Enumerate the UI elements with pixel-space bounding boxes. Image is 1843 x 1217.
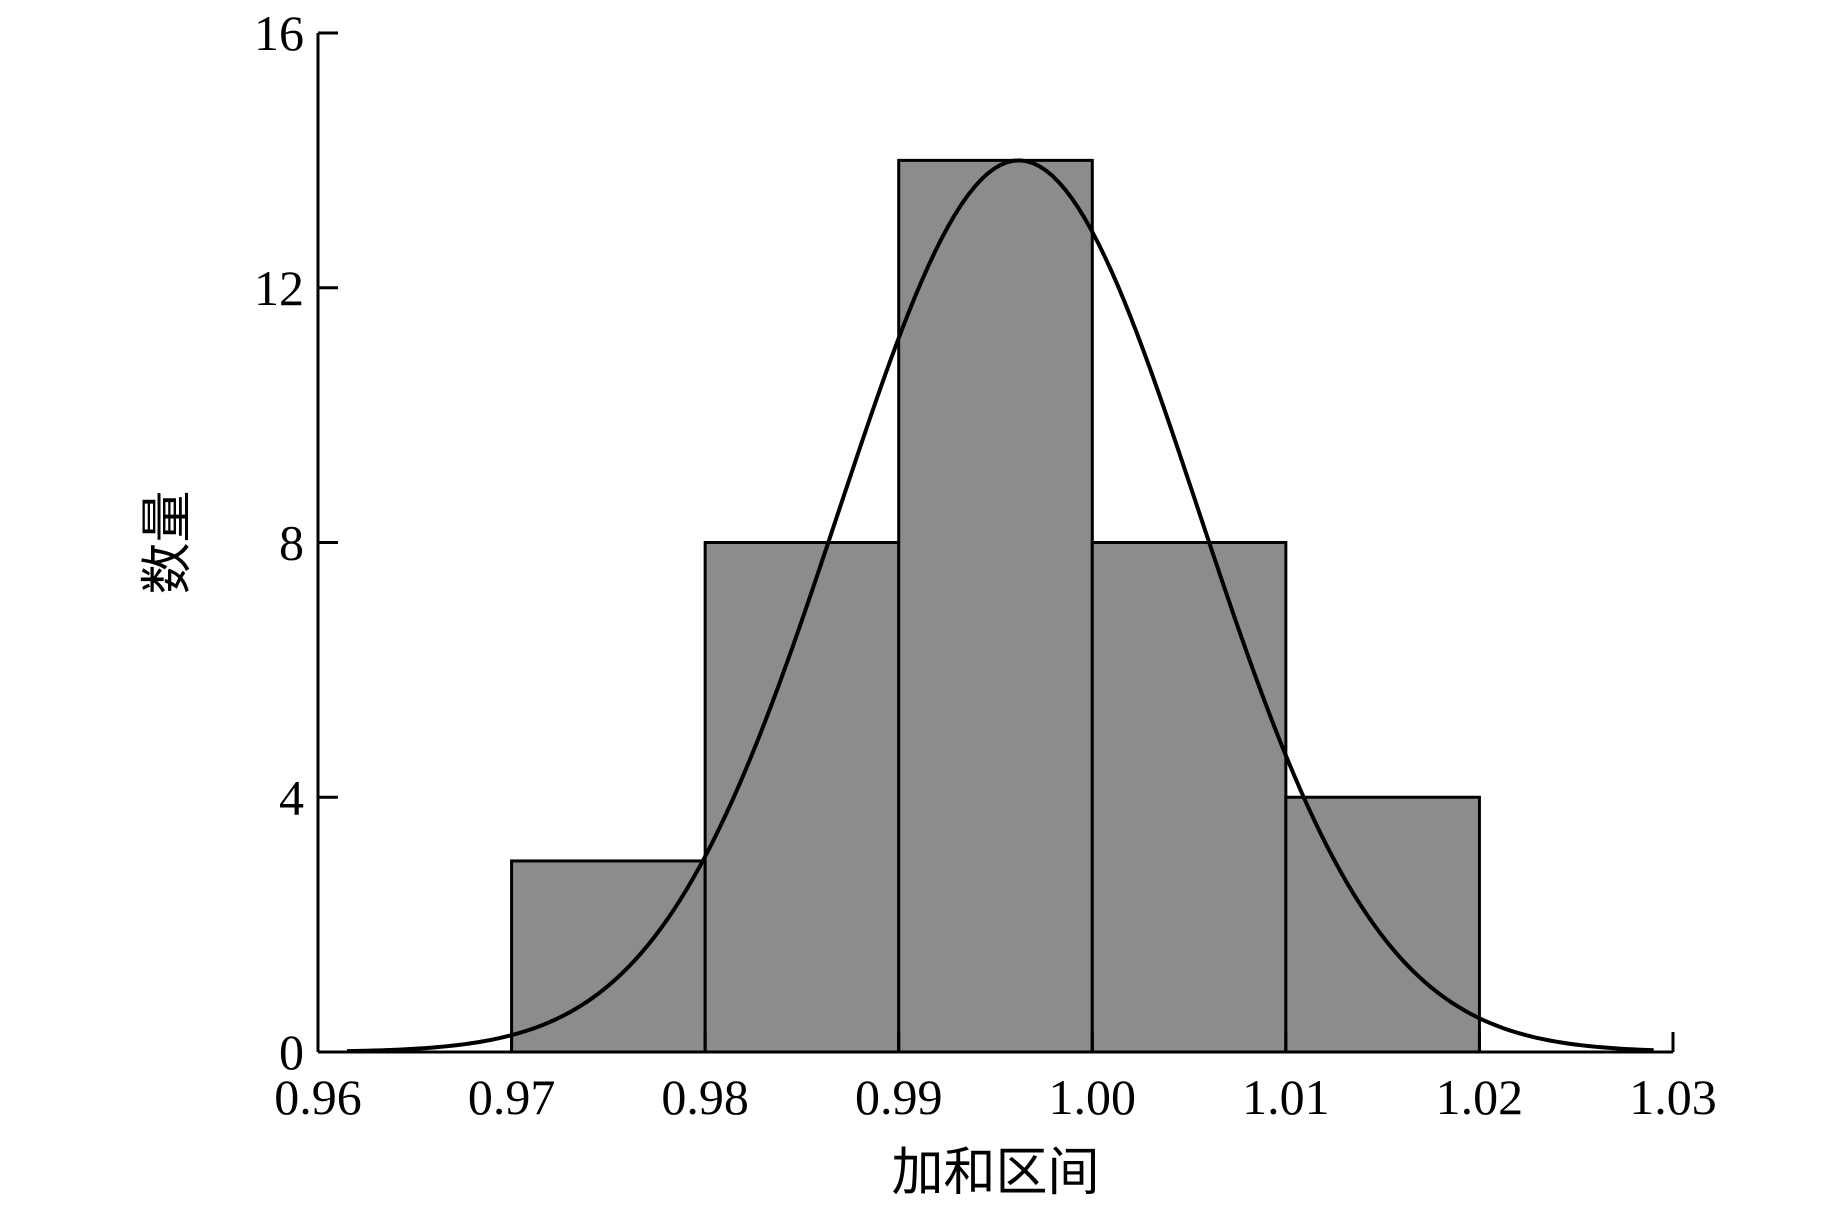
y-tick-label: 12 bbox=[254, 260, 304, 316]
normal-fit-curve bbox=[347, 158, 1654, 1054]
y-tick-label: 4 bbox=[279, 769, 304, 825]
y-tick-label: 8 bbox=[279, 515, 304, 571]
x-ticks-group: 0.96 0.97 0.98 0.99 1.00 1.01 1.02 1.03 bbox=[274, 1032, 1717, 1125]
histogram-bar-3 bbox=[897, 158, 1094, 1054]
x-tick-label: 0.96 bbox=[274, 1069, 362, 1125]
x-tick-label: 1.02 bbox=[1436, 1069, 1524, 1125]
y-axis-title: 数量 bbox=[138, 490, 198, 594]
x-tick-label: 1.03 bbox=[1629, 1069, 1717, 1125]
x-axis-title: 加和区间 bbox=[891, 1143, 1099, 1203]
y-tick-label: 0 bbox=[279, 1024, 304, 1080]
x-tick-label: 0.99 bbox=[855, 1069, 943, 1125]
histogram-bar-2 bbox=[703, 541, 901, 1054]
x-tick-label: 0.98 bbox=[661, 1069, 749, 1125]
y-ticks-group: 0 4 8 12 16 bbox=[254, 5, 338, 1080]
x-tick-label: 1.01 bbox=[1242, 1069, 1330, 1125]
histogram-bar-5 bbox=[1284, 795, 1481, 1054]
y-tick-label: 16 bbox=[254, 5, 304, 61]
histogram-bar-4 bbox=[1090, 541, 1288, 1054]
histogram-bar-1 bbox=[510, 859, 707, 1054]
x-tick-label: 0.97 bbox=[468, 1069, 556, 1125]
bars-group bbox=[510, 158, 1481, 1054]
x-tick-label: 1.00 bbox=[1049, 1069, 1137, 1125]
